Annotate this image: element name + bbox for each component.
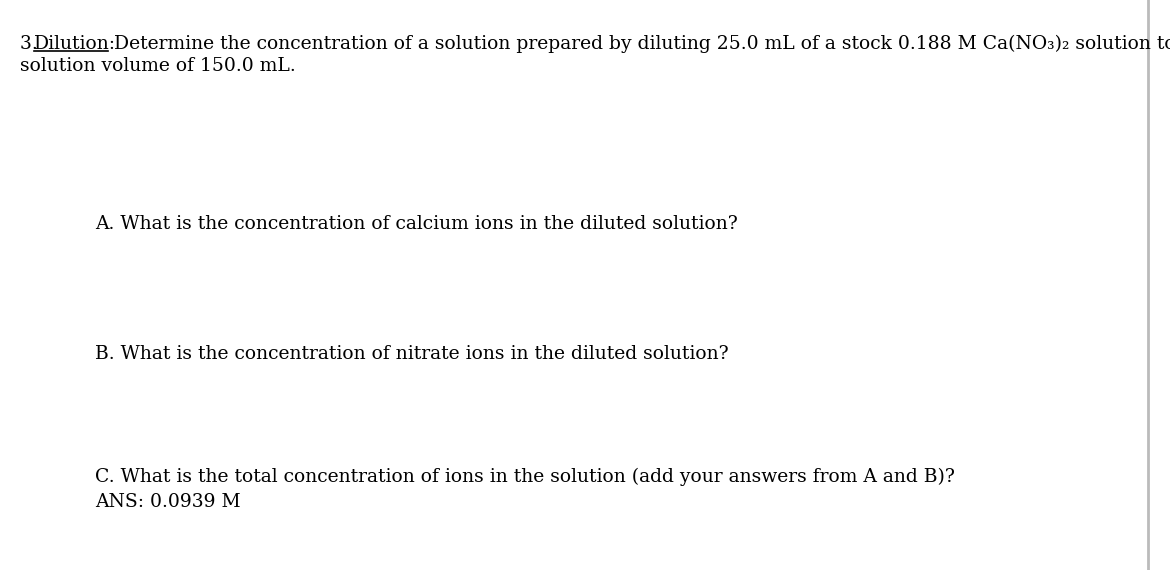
Text: C. What is the total concentration of ions in the solution (add your answers fro: C. What is the total concentration of io… xyxy=(95,468,955,486)
Text: A. What is the concentration of calcium ions in the diluted solution?: A. What is the concentration of calcium … xyxy=(95,215,738,233)
Text: ANS: 0.0939 M: ANS: 0.0939 M xyxy=(95,493,241,511)
Text: 3.: 3. xyxy=(20,35,43,53)
Text: Dilution:: Dilution: xyxy=(34,35,116,53)
Text: B. What is the concentration of nitrate ions in the diluted solution?: B. What is the concentration of nitrate … xyxy=(95,345,729,363)
Text: Determine the concentration of a solution prepared by diluting 25.0 mL of a stoc: Determine the concentration of a solutio… xyxy=(108,35,1170,53)
Text: solution volume of 150.0 mL.: solution volume of 150.0 mL. xyxy=(20,57,296,75)
